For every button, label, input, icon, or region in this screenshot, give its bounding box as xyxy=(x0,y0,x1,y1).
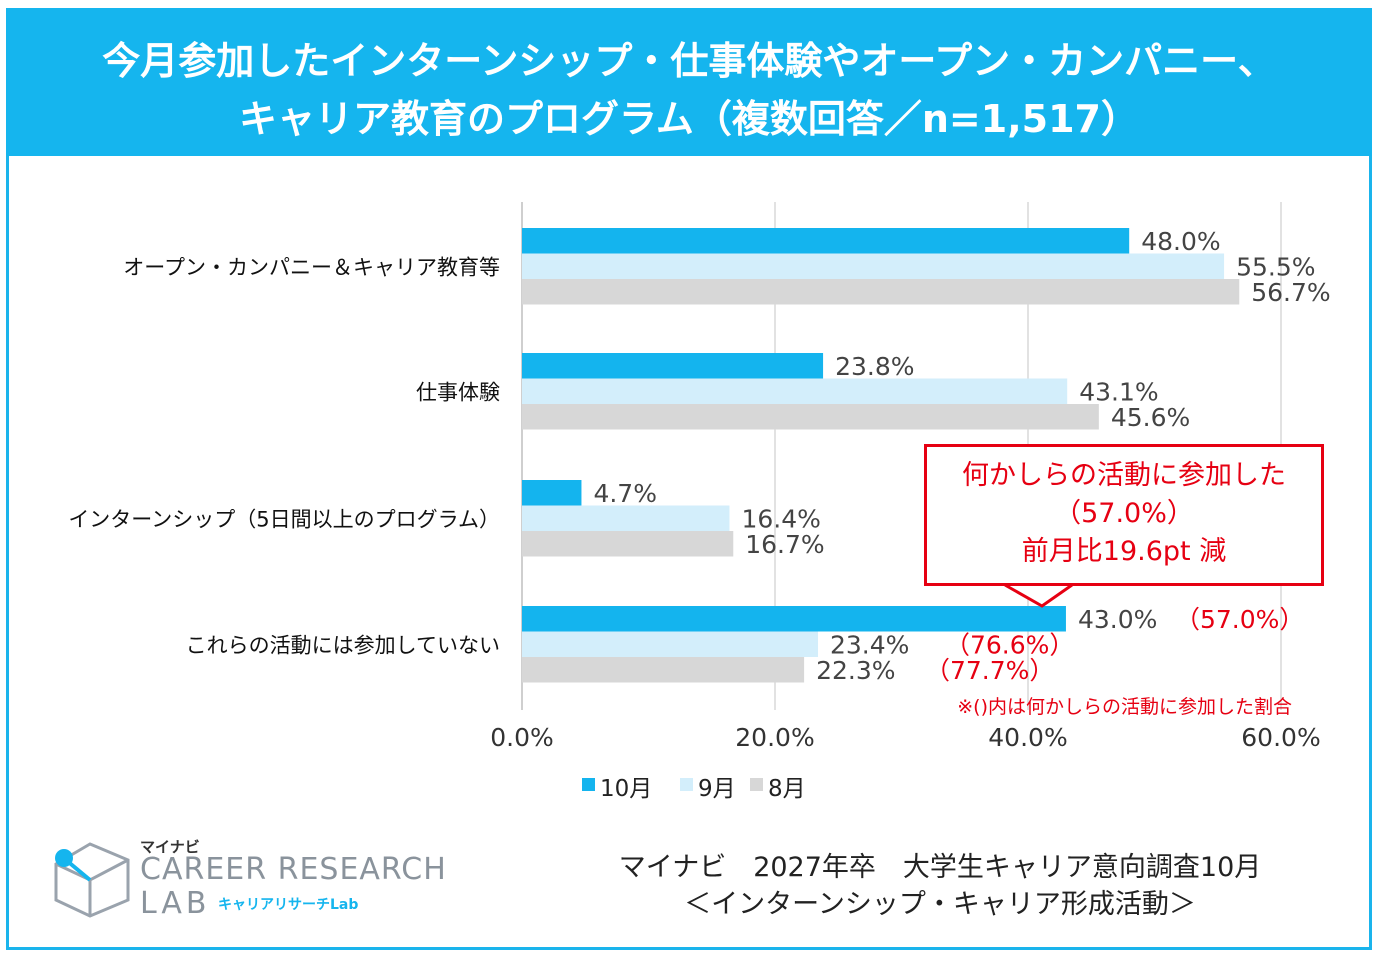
callout-line3: 前月比19.6pt 減 xyxy=(1021,536,1227,567)
bar xyxy=(522,253,1225,279)
legend-swatch xyxy=(582,778,595,791)
category-label: インターンシップ（5日間以上のプログラム） xyxy=(68,507,500,531)
bar xyxy=(522,353,824,379)
data-label: 23.8% xyxy=(835,352,914,381)
x-tick-label: 0.0% xyxy=(490,723,554,752)
legend-label: 8月 xyxy=(768,776,806,802)
x-tick-label: 20.0% xyxy=(735,723,814,752)
logo-brand: マイナビ xyxy=(140,838,200,856)
category-label: 仕事体験 xyxy=(416,380,500,404)
logo-sub: キャリアリサーチLab xyxy=(218,897,359,913)
bar xyxy=(522,480,582,506)
chart-title-line2: キャリア教育のプログラム（複数回答／n=1,517） xyxy=(239,97,1139,141)
bar xyxy=(522,531,734,557)
participation-callout: 何かしらの活動に参加した （57.0%） 前月比19.6pt 減 xyxy=(924,444,1324,586)
participation-annotation: （77.7%） xyxy=(925,656,1054,685)
data-label: 43.0% xyxy=(1078,605,1157,634)
category-label: これらの活動には参加していない xyxy=(186,633,500,657)
career-research-lab-logo-icon xyxy=(54,842,130,918)
participation-annotation: （76.6%） xyxy=(945,630,1074,659)
data-label: 23.4% xyxy=(830,630,909,659)
legend-label: 9月 xyxy=(698,776,736,802)
x-tick-label: 40.0% xyxy=(988,723,1067,752)
data-label: 16.4% xyxy=(741,504,820,533)
bar xyxy=(522,606,1066,632)
bar xyxy=(522,404,1099,430)
data-label: 48.0% xyxy=(1141,227,1220,256)
logo-career-research: CAREER RESEARCH xyxy=(140,852,447,887)
source-line2: ＜インターンシップ・キャリア形成活動＞ xyxy=(684,889,1196,920)
callout-line1: 何かしらの活動に参加した xyxy=(962,460,1286,491)
data-label: 55.5% xyxy=(1236,252,1315,281)
data-label: 43.1% xyxy=(1079,377,1158,406)
title-bar: 今月参加したインターンシップ・仕事体験やオープン・カンパニー、 キャリア教育のプ… xyxy=(6,8,1372,156)
logo-lab: LAB xyxy=(140,886,211,921)
bar xyxy=(522,505,730,531)
callout-pointer xyxy=(1004,583,1073,608)
chart-title-line1: 今月参加したインターンシップ・仕事体験やオープン・カンパニー、 xyxy=(102,39,1276,83)
participation-annotation: （57.0%） xyxy=(1175,605,1304,634)
bar xyxy=(522,228,1130,254)
legend-label: 10月 xyxy=(600,776,652,802)
bar xyxy=(522,657,805,683)
callout-line2: （57.0%） xyxy=(1054,498,1194,529)
source-line1: マイナビ 2027年卒 大学生キャリア意向調査10月 xyxy=(618,852,1262,883)
bar xyxy=(522,631,819,657)
category-label: オープン・カンパニー＆キャリア教育等 xyxy=(123,255,500,279)
data-label: 45.6% xyxy=(1111,403,1190,432)
data-label: 16.7% xyxy=(745,530,824,559)
x-tick-label: 60.0% xyxy=(1241,723,1320,752)
data-label: 56.7% xyxy=(1251,278,1330,307)
data-label: 22.3% xyxy=(816,656,895,685)
bar xyxy=(522,378,1068,404)
bar xyxy=(522,279,1240,305)
data-label: 4.7% xyxy=(593,479,657,508)
annotation-note: ※()内は何かしらの活動に参加した割合 xyxy=(957,696,1292,718)
legend-swatch xyxy=(680,778,693,791)
callout-pointer-fill xyxy=(1005,583,1072,606)
legend-swatch xyxy=(750,778,763,791)
